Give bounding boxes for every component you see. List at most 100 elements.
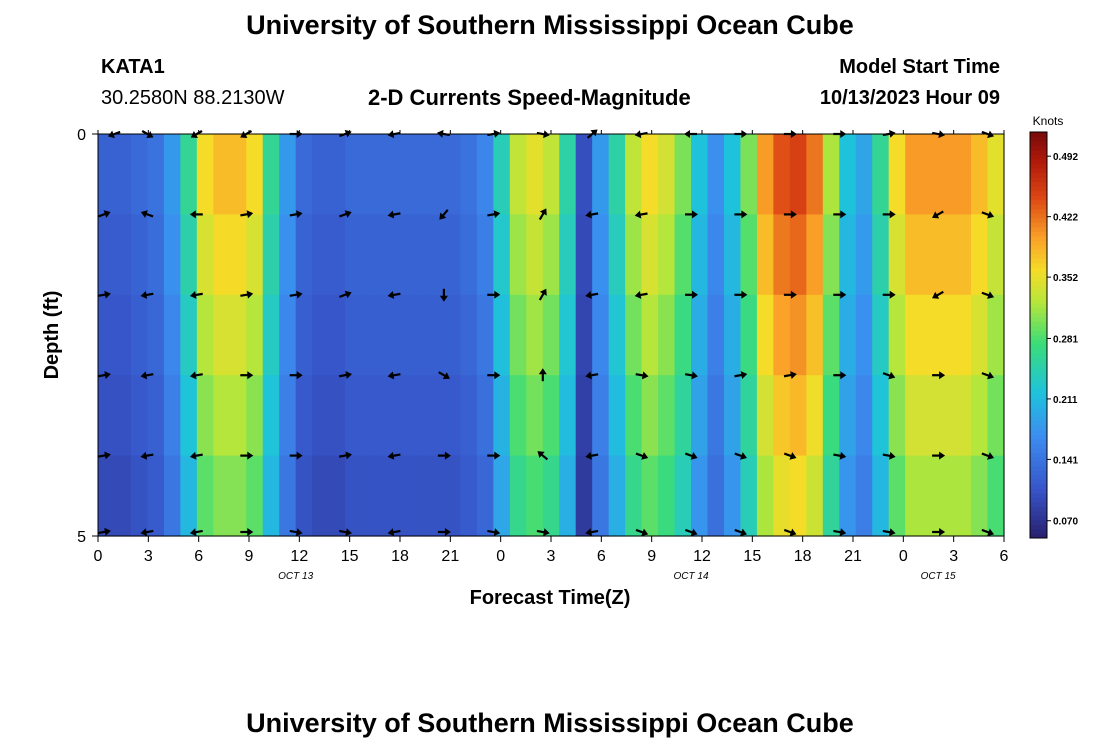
heatmap-cell [180, 455, 198, 537]
current-arrow [97, 290, 111, 299]
x-tick-label: 21 [441, 548, 459, 565]
heatmap-cell [971, 375, 989, 457]
heatmap-cell [509, 455, 527, 537]
current-arrow [932, 130, 945, 139]
heatmap-cell [279, 214, 297, 296]
current-arrow [783, 290, 797, 299]
heatmap-cell [163, 134, 181, 215]
current-arrow [487, 129, 501, 138]
heatmap-cell [295, 455, 313, 537]
heatmap-cell [410, 214, 429, 296]
colorbar-step [1030, 344, 1047, 350]
current-arrow [240, 528, 254, 536]
current-arrow [833, 210, 847, 219]
current-arrow [439, 209, 449, 220]
heatmap-cell [839, 455, 857, 537]
heatmap-cell [312, 214, 330, 296]
colorbar-step [1030, 461, 1047, 467]
current-arrow [387, 130, 401, 139]
heatmap-cell [509, 294, 527, 376]
current-arrow [339, 451, 352, 460]
heatmap-cell [773, 134, 791, 215]
heatmap-cell [806, 134, 824, 215]
heatmap-cell [575, 455, 593, 537]
heatmap-cell [180, 214, 198, 296]
heatmap-cell [756, 375, 774, 457]
heatmap-cell [493, 134, 511, 215]
heatmap-cell [147, 375, 165, 457]
colorbar-tick-label: 0.281 [1053, 334, 1078, 345]
x-tick-label: 0 [899, 548, 908, 565]
current-arrow [981, 452, 995, 460]
heatmap-cell [98, 214, 116, 296]
heatmap-cell [806, 455, 824, 537]
heatmap-cell [575, 134, 593, 215]
heatmap-cell [740, 375, 758, 457]
x-tick-label: 15 [743, 548, 761, 565]
heatmap-cell [872, 214, 890, 296]
colorbar-step [1030, 497, 1047, 503]
heatmap-cell [114, 294, 132, 376]
current-arrow [487, 210, 501, 219]
colorbar-step [1030, 501, 1047, 507]
y-tick-label: 5 [77, 529, 86, 546]
heatmap-cell [460, 375, 478, 457]
heatmap-cell [213, 134, 231, 215]
current-arrow [289, 451, 303, 460]
heatmap-cell [361, 134, 379, 215]
current-arrow [684, 130, 697, 138]
heatmap-cell [114, 214, 132, 296]
heatmap-cell [246, 455, 264, 537]
heatmap-cell [114, 134, 132, 215]
heatmap-cell [691, 375, 709, 457]
heatmap-cell [98, 294, 116, 376]
heatmap-cell [954, 134, 972, 215]
colorbar-step [1030, 262, 1047, 268]
heatmap-cell [905, 375, 923, 457]
heatmap-cell [196, 294, 214, 376]
current-arrow [684, 528, 698, 537]
heatmap-cell [806, 294, 824, 376]
colorbar-step [1030, 411, 1047, 417]
colorbar-step [1030, 366, 1047, 372]
colorbar-step [1030, 298, 1047, 304]
heatmap-cell [559, 294, 577, 376]
current-arrow [189, 291, 203, 299]
heatmap-cell [443, 375, 461, 457]
x-tick-label: 6 [194, 548, 203, 565]
heatmap-cell [773, 294, 791, 376]
heatmap-cell [147, 214, 165, 296]
current-arrow [487, 290, 501, 299]
colorbar-step [1030, 154, 1047, 160]
heatmap-cell [460, 455, 478, 537]
heatmap-cell [789, 375, 807, 457]
current-arrow [97, 371, 111, 379]
current-arrow [882, 451, 896, 460]
current-arrow [538, 208, 547, 221]
heatmap-cell [954, 214, 972, 296]
date-label: OCT 14 [674, 571, 709, 582]
heatmap-cell [427, 375, 445, 457]
colorbar-step [1030, 533, 1047, 539]
colorbar-step [1030, 307, 1047, 313]
heatmap-cell [888, 134, 906, 215]
heatmap-cell [987, 455, 1005, 537]
current-arrow [387, 451, 401, 460]
current-arrow [635, 528, 649, 537]
colorbar-step [1030, 249, 1047, 255]
current-arrow [833, 451, 847, 460]
heatmap-cell [410, 294, 429, 376]
heatmap-cell [180, 375, 198, 457]
current-arrow [141, 130, 154, 138]
heatmap-cell [378, 214, 396, 296]
heatmap-cell [789, 134, 807, 215]
x-tick-label: 0 [496, 548, 505, 565]
colorbar-step [1030, 483, 1047, 489]
heatmap-cell [328, 214, 346, 296]
heatmap-cell [147, 134, 165, 215]
colorbar-step [1030, 303, 1047, 309]
current-arrow [932, 290, 944, 299]
heatmap-cell [460, 294, 478, 376]
heatmap-cell [378, 375, 396, 457]
heatmap-cell [691, 294, 709, 376]
